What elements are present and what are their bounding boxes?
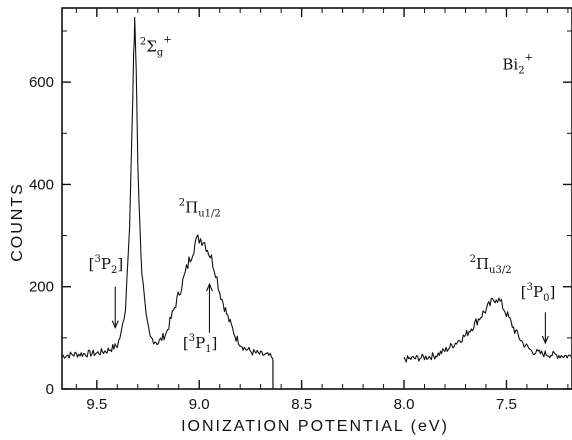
arrowhead-p0 (541, 335, 549, 345)
annotation-pi12: 2Πu1/2 (179, 198, 221, 220)
annotations: 2Σg+ 2Πu1/2 2Πu3/2 Bi2+ [3P2] [3P1] [3P0] (89, 34, 556, 355)
y-tick-label: 200 (29, 279, 54, 296)
x-tick-label: 8.0 (394, 396, 415, 413)
traces (61, 16, 572, 389)
y-tick-label: 400 (29, 176, 54, 193)
y-axis-label: COUNTS (9, 182, 26, 262)
spectrum-trace-1 (61, 16, 274, 360)
annotation-p1: [3P1] (183, 333, 218, 355)
annotation-bi2: Bi2+ (502, 52, 533, 76)
y-tick-label: 600 (29, 74, 54, 91)
annotation-p0: [3P0] (521, 282, 556, 304)
arrowhead-p1 (205, 282, 213, 292)
x-axis-label: IONIZATION POTENTIAL (eV) (181, 418, 449, 435)
y-tick-label: 0 (46, 381, 54, 398)
annotation-sigma: 2Σg+ (140, 34, 172, 58)
axes: 9.5 9.0 8.5 8.0 7.5 0 200 400 600 (29, 7, 572, 413)
plot-frame (61, 7, 572, 390)
x-tick-label: 9.0 (189, 396, 210, 413)
annotation-p2: [3P2] (89, 254, 124, 276)
spectrum-trace-2 (403, 297, 572, 363)
x-tick-label: 9.5 (86, 396, 107, 413)
annotation-pi32: 2Πu3/2 (470, 254, 512, 276)
x-tick-label: 7.5 (496, 396, 517, 413)
x-tick-label: 8.5 (291, 396, 312, 413)
arrowhead-p2 (111, 320, 119, 330)
